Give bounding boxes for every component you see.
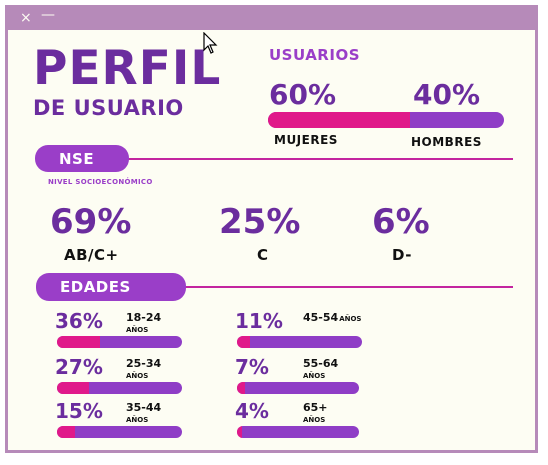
nse-label-d: D-	[392, 246, 412, 264]
close-icon[interactable]: ×	[20, 10, 32, 26]
age-range-value: 65+	[303, 401, 328, 414]
nse-percent-abc: 69%	[50, 202, 132, 242]
nse-percent-d: 6%	[372, 202, 430, 242]
age-range: 35-44 AÑOS	[126, 402, 161, 426]
nse-subtitle: NIVEL SOCIOECONÓMICO	[48, 178, 153, 186]
men-percent: 40%	[413, 78, 481, 111]
nse-divider	[108, 158, 513, 160]
age-percent: 4%	[235, 399, 269, 423]
age-unit: AÑOS	[339, 315, 362, 323]
age-bar	[57, 336, 182, 348]
age-unit: AÑOS	[126, 326, 149, 334]
age-bar-fill	[57, 426, 75, 438]
age-bar-fill	[57, 382, 90, 394]
age-bar-fill	[237, 382, 246, 394]
women-percent: 60%	[269, 78, 337, 111]
age-unit: AÑOS	[303, 416, 326, 424]
age-range: 18-24 AÑOS	[126, 312, 161, 336]
age-range: 65+ AÑOS	[303, 402, 328, 426]
nse-percent-c: 25%	[219, 202, 301, 242]
page-title: PERFIL	[33, 41, 222, 96]
women-bar-fill	[268, 112, 410, 128]
ages-divider	[168, 286, 513, 288]
age-bar	[237, 426, 359, 438]
age-range: 45-54AÑOS	[303, 312, 361, 325]
age-percent: 7%	[235, 355, 269, 379]
age-bar-fill	[237, 336, 251, 348]
users-heading: USUARIOS	[269, 46, 360, 64]
age-unit: AÑOS	[126, 416, 149, 424]
age-range-value: 35-44	[126, 401, 162, 414]
age-range: 25-34 AÑOS	[126, 358, 161, 382]
age-range-value: 25-34	[126, 357, 162, 370]
ages-pill: EDADES	[36, 273, 186, 301]
age-range-value: 18-24	[126, 311, 162, 324]
age-bar-fill	[57, 336, 100, 348]
women-label: MUJERES	[274, 133, 338, 147]
age-unit: AÑOS	[303, 372, 326, 380]
age-bar	[237, 336, 362, 348]
users-gender-bar	[268, 112, 504, 128]
mouse-cursor-icon	[203, 32, 218, 54]
age-percent: 27%	[55, 355, 103, 379]
page-subtitle: DE USUARIO	[33, 96, 184, 120]
nse-pill: NSE	[35, 145, 129, 172]
title-bar: × —	[8, 8, 535, 30]
age-bar	[57, 382, 182, 394]
age-percent: 15%	[55, 399, 103, 423]
age-bar	[57, 426, 182, 438]
age-bar	[237, 382, 359, 394]
minimize-icon[interactable]: —	[41, 7, 55, 23]
nse-label-c: C	[257, 246, 269, 264]
age-percent: 11%	[235, 309, 283, 333]
age-unit: AÑOS	[126, 372, 149, 380]
age-bar-fill	[237, 426, 242, 438]
age-range: 55-64 AÑOS	[303, 358, 338, 382]
age-range-value: 55-64	[303, 357, 339, 370]
age-percent: 36%	[55, 309, 103, 333]
age-range-value: 45-54	[303, 311, 339, 324]
nse-label-abc: AB/C+	[64, 246, 119, 264]
men-label: HOMBRES	[411, 135, 482, 149]
window: × — PERFIL DE USUARIO USUARIOS 60% 40% M…	[5, 5, 538, 453]
